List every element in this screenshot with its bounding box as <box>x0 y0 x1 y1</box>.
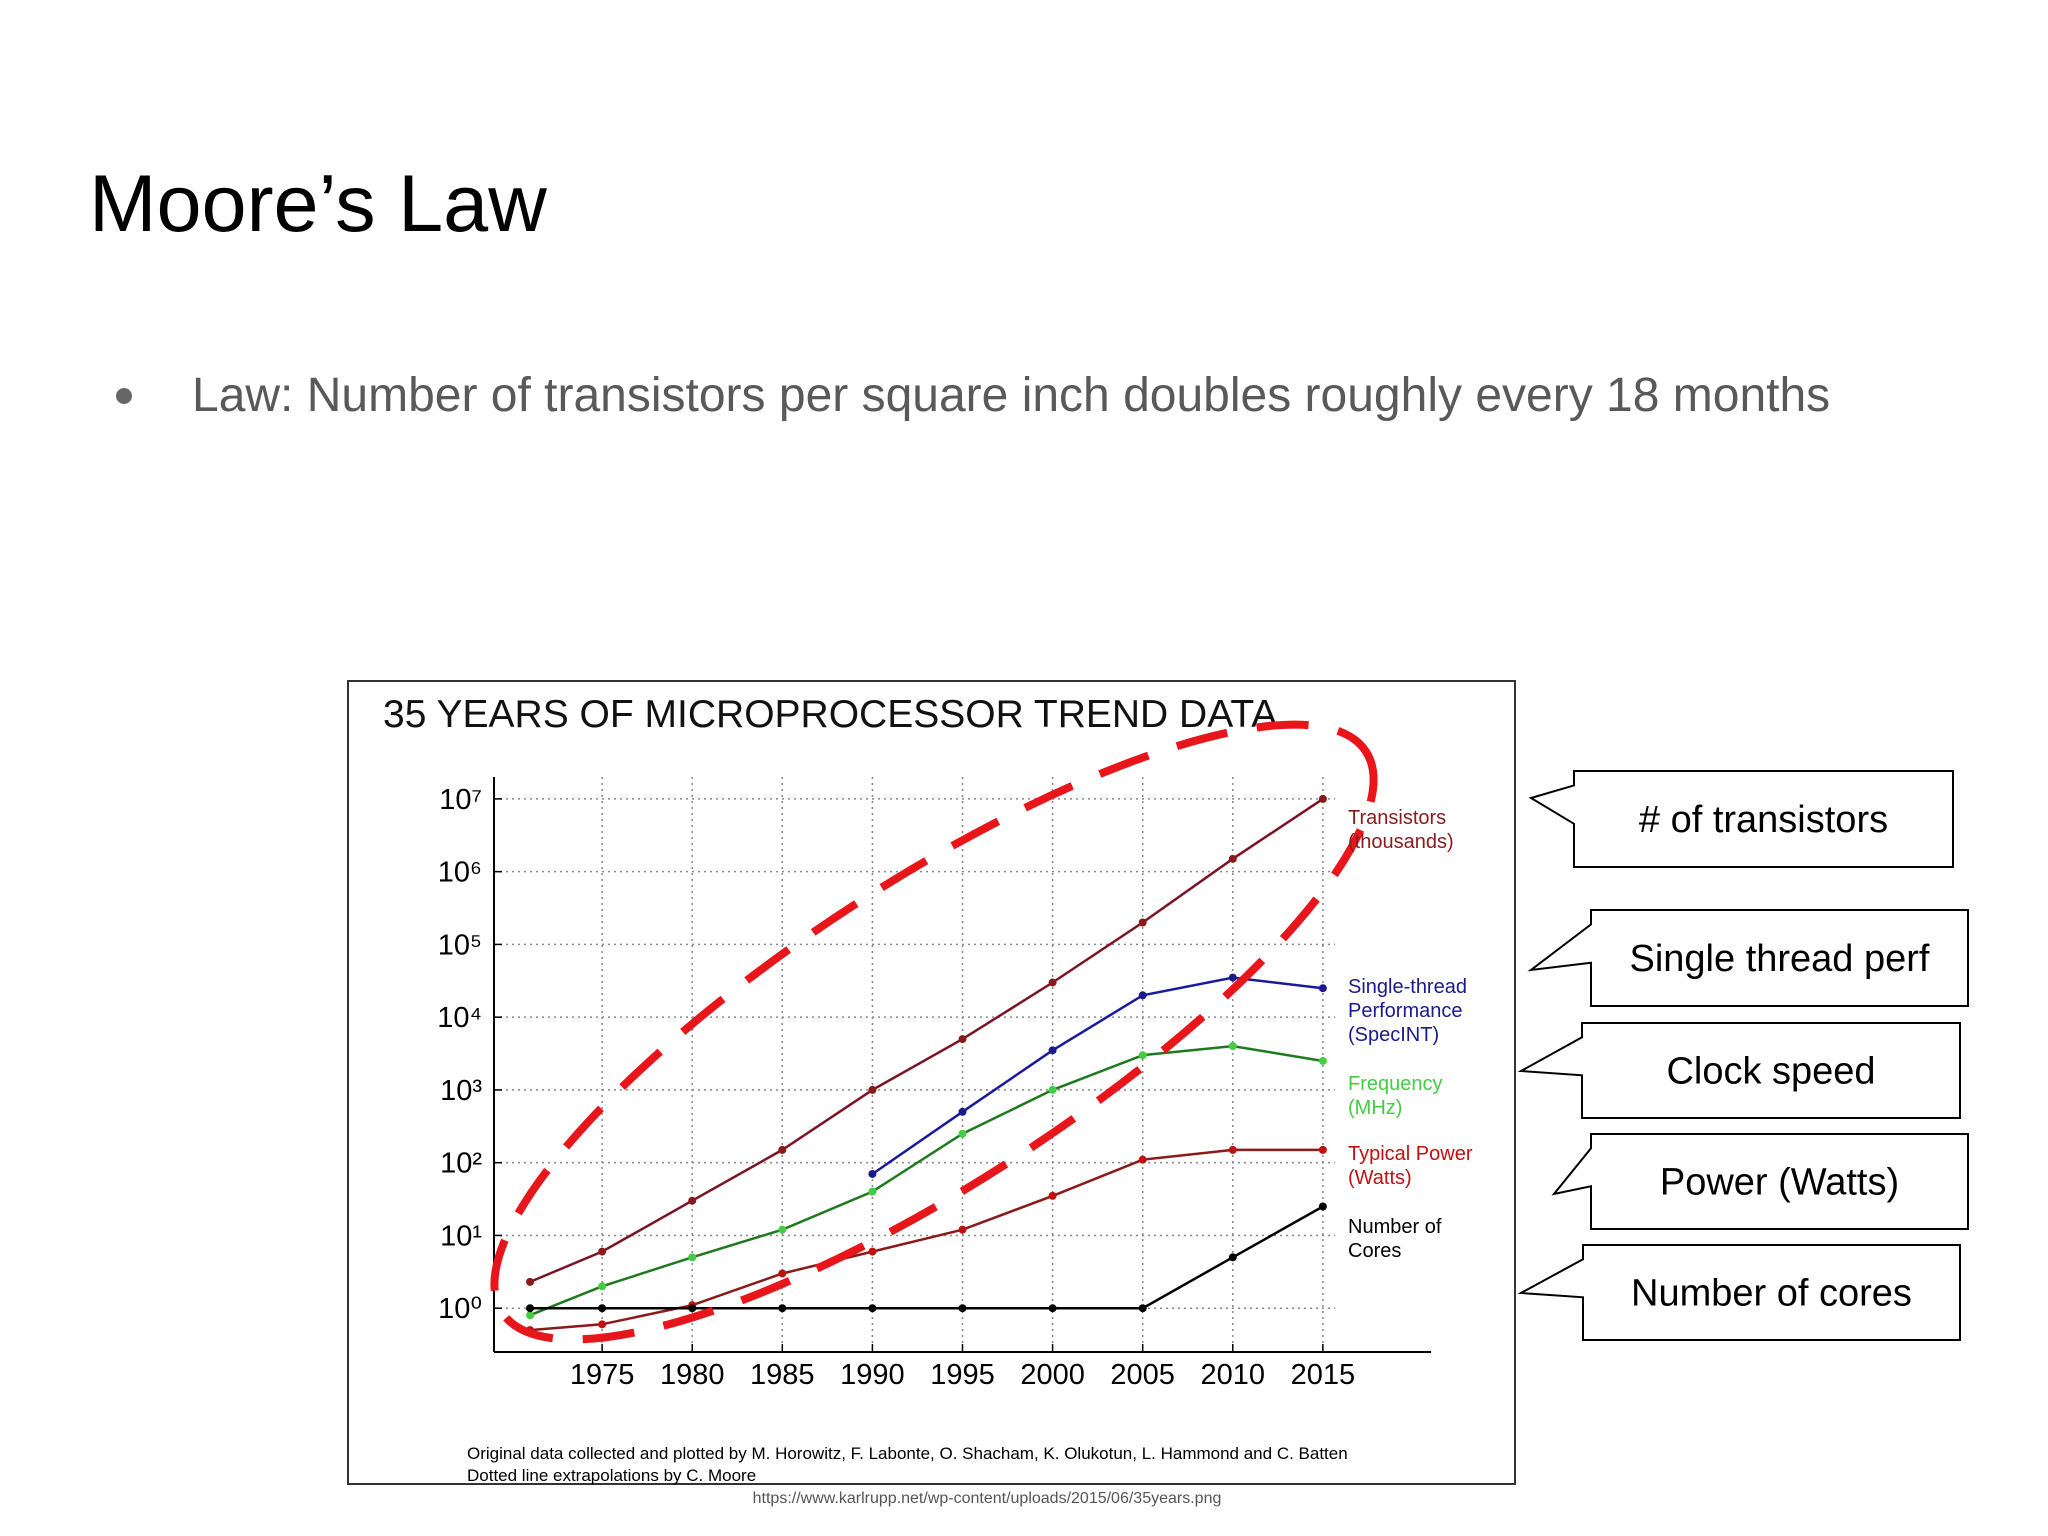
x-tick-label: 1975 <box>570 1359 635 1391</box>
callout-text: Single thread perf <box>1630 938 1930 980</box>
bullet-dot <box>116 388 132 404</box>
data-point <box>1048 978 1057 987</box>
series-line <box>530 1205 1324 1310</box>
source-url: https://www.karlrupp.net/wp-content/uplo… <box>753 1490 1222 1507</box>
x-tick-label: 2015 <box>1291 1359 1356 1391</box>
x-tick-label: 1990 <box>840 1359 905 1391</box>
y-tick-label: 10⁴ <box>437 1002 482 1034</box>
legend-label: Number of Cores <box>1348 1216 1442 1262</box>
chart-frame <box>347 680 1516 1485</box>
y-tick-label: 10² <box>440 1148 482 1180</box>
callout-box <box>1528 770 1954 868</box>
x-tick-label: 2010 <box>1201 1359 1266 1391</box>
data-point <box>778 1225 787 1234</box>
callout-box <box>1517 1022 1961 1119</box>
data-point <box>598 1282 607 1291</box>
data-point <box>958 1304 967 1313</box>
x-tick-label: 1995 <box>930 1359 995 1391</box>
data-point <box>1138 1304 1147 1313</box>
data-point <box>958 1107 967 1116</box>
data-point <box>778 1269 787 1278</box>
data-point <box>1138 918 1147 927</box>
x-tick-label: 1985 <box>750 1359 815 1391</box>
legend-label: Typical Power (Watts) <box>1348 1143 1473 1189</box>
footnote: Dotted line extrapolations by C. Moore <box>467 1466 756 1485</box>
data-point <box>1228 1145 1237 1154</box>
data-point <box>1228 973 1237 982</box>
y-tick-label: 10³ <box>440 1075 482 1107</box>
footnote: Original data collected and plotted by M… <box>467 1444 1348 1463</box>
data-point <box>1048 1046 1057 1055</box>
data-point <box>868 1304 877 1313</box>
data-point <box>1048 1191 1057 1200</box>
data-point <box>1318 984 1327 993</box>
chart-title: 35 YEARS OF MICROPROCESSOR TREND DATA <box>383 693 1277 736</box>
x-tick-label: 1980 <box>660 1359 725 1391</box>
legend-label: Transistors (thousands) <box>1348 807 1454 853</box>
data-point <box>526 1311 535 1320</box>
data-point <box>1228 854 1237 863</box>
callouts: # of transistors Single thread perf Clock … <box>1517 770 1969 1341</box>
data-point <box>958 1225 967 1234</box>
data-point <box>688 1196 697 1205</box>
data-point <box>688 1253 697 1262</box>
data-point <box>526 1304 535 1313</box>
data-point <box>598 1320 607 1329</box>
x-tick-label: 2000 <box>1020 1359 1085 1391</box>
bullet-text: Law: Number of transistors per square in… <box>192 369 1830 422</box>
data-point <box>1318 1145 1327 1154</box>
callout-text: Clock speed <box>1666 1051 1875 1093</box>
data-point <box>1228 1253 1237 1262</box>
data-point <box>1228 1042 1237 1051</box>
data-point <box>778 1145 787 1154</box>
series-line <box>529 1044 1324 1317</box>
x-tick-label: 2005 <box>1110 1359 1175 1391</box>
series-line <box>529 1148 1323 1332</box>
legend-label: Single-thread Performance (SpecINT) <box>1348 976 1467 1046</box>
callout-text: Power (Watts) <box>1660 1162 1899 1204</box>
data-point <box>1048 1085 1057 1094</box>
data-point <box>778 1304 787 1313</box>
callout-text: # of transistors <box>1639 799 1888 841</box>
series-line <box>529 797 1324 1284</box>
callout-box <box>1551 1133 1969 1230</box>
data-point <box>1318 794 1327 803</box>
data-point <box>868 1085 877 1094</box>
legend-label: Frequency (MHz) <box>1348 1073 1443 1119</box>
data-point <box>1138 1051 1147 1060</box>
callout-box <box>1527 909 1969 1007</box>
data-point <box>868 1169 877 1178</box>
data-point <box>958 1129 967 1138</box>
callout-box <box>1517 1244 1961 1341</box>
data-point <box>598 1247 607 1256</box>
y-tick-label: 10⁵ <box>438 929 482 961</box>
data-point <box>958 1035 967 1044</box>
highlight-ellipse <box>490 720 1378 1344</box>
y-tick-label: 10¹ <box>440 1220 482 1252</box>
data-point <box>598 1304 607 1313</box>
slide-title: Moore’s Law <box>89 159 547 249</box>
data-point <box>1138 1155 1147 1164</box>
data-point <box>1048 1304 1057 1313</box>
data-point <box>868 1247 877 1256</box>
data-point <box>1138 991 1147 1000</box>
data-point <box>526 1277 535 1286</box>
data-point <box>868 1187 877 1196</box>
y-tick-label: 10⁶ <box>438 857 482 889</box>
y-tick-label: 10⁰ <box>438 1293 482 1325</box>
data-point <box>1318 1056 1327 1065</box>
callout-text: Number of cores <box>1631 1273 1912 1315</box>
data-point <box>1318 1202 1327 1211</box>
data-point <box>688 1304 697 1313</box>
y-tick-label: 10⁷ <box>439 784 482 816</box>
